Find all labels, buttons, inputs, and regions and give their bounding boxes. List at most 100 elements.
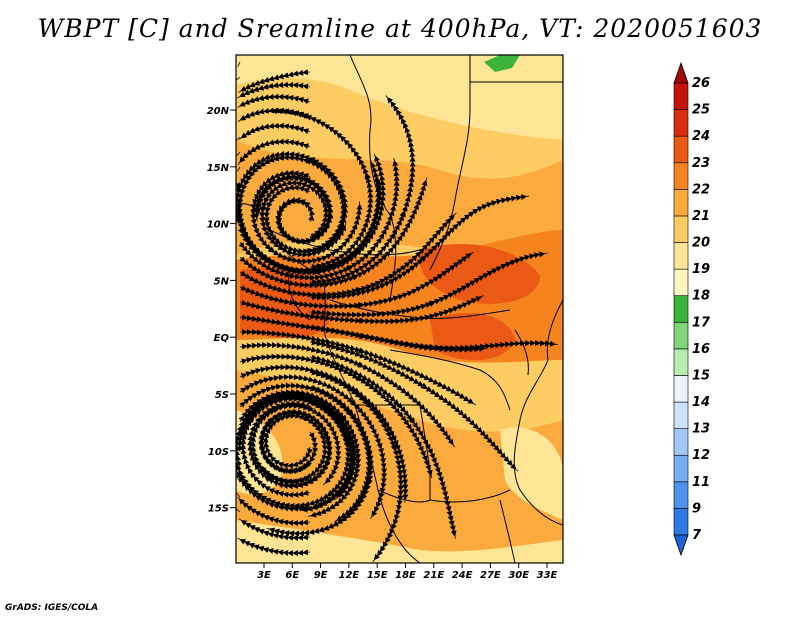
grads-credit: GrADS: IGES/COLA [5,603,99,613]
streamline-arrowhead [313,268,321,275]
streamline-arrowhead [365,172,371,180]
streamline [238,518,311,541]
colorbar: 7 9 11 12 13 14 15 16 17 18 19 20 21 22 23 24 25 26 [673,61,711,557]
streamlines [236,61,559,563]
streamline-arrowhead [328,264,336,270]
streamline-arrowhead [302,414,311,422]
colorbar-label: 11 [692,475,710,490]
streamline-arrowhead [366,478,373,487]
lat-tick-label: 5N [214,276,230,287]
streamline-arrowhead [358,347,366,354]
lat-tick-label: 20N [207,106,230,117]
lat-tick-label: 15N [207,163,230,174]
streamline-arrowhead [359,317,367,324]
colorbar-label: 14 [692,395,710,410]
streamline-arrowhead [338,261,347,268]
streamline-arrowhead [323,221,329,229]
lat-tick-label: 15S [208,504,229,515]
colorbar-swatch [673,189,689,217]
chart-title: WBPT [C] and Sreamline at 400hPa, VT: 20… [37,14,763,43]
streamline-arrowhead [355,374,363,382]
lat-tick-label: 10N [207,220,230,231]
colorbar-swatch [673,268,689,297]
colorbar-swatch [673,508,689,536]
colorbar-label: 23 [692,156,710,171]
streamline-arrowhead [358,332,367,339]
streamline-arrowhead [352,387,361,395]
colorbar-swatch [673,162,689,190]
colorbar-label: 20 [692,236,710,251]
colorbar-label: 26 [692,76,710,91]
colorbar-label: 12 [692,448,710,463]
lon-tick-label: 18E [395,570,416,581]
colorbar-label: 9 [692,501,701,516]
streamline-arrowhead [333,413,341,421]
streamline-arrowhead [351,274,360,281]
streamline-arrowhead [420,382,429,390]
colorbar-label: 25 [692,103,710,118]
streamline-arrowhead [326,489,335,497]
colorbar-label: 22 [692,182,710,197]
streamline-arrowhead [345,409,353,417]
lon-tick-label: 30E [508,570,529,581]
streamline-arrowhead [323,404,331,412]
latitude-axis: 20N 15N 10N 5N EQ 5S 10S 15S [207,106,236,515]
streamline-arrowhead [419,255,427,263]
lon-tick-label: 27E [480,570,501,581]
streamline-arrowhead [306,248,315,255]
streamline-arrowhead [272,407,281,413]
lon-tick-label: 3E [257,570,271,581]
lon-tick-label: 12E [339,570,360,581]
lon-tick-label: 6E [285,570,299,581]
streamline [237,93,311,108]
streamline-arrowhead [349,399,357,407]
colorbar-swatch [673,321,689,350]
lat-tick-label: 5S [215,390,229,401]
colorbar-swatch [673,348,689,376]
colorbar-swatch [673,295,689,323]
colorbar-label: 15 [692,368,710,383]
streamline-arrowhead [327,211,334,219]
streamline-arrowhead [355,287,363,294]
colorbar-swatch [673,401,689,429]
streamline-arrowhead [390,444,397,452]
colorbar-swatch [673,82,689,110]
colorbar-label: 17 [692,315,711,330]
streamline-arrowhead [428,301,437,307]
streamline-arrowhead [306,393,315,400]
colorbar-min-arrow [673,534,689,557]
colorbar-max-arrow [673,61,689,84]
lat-tick-label: EQ [214,333,230,344]
streamline [236,136,241,141]
streamline-arrowhead [340,414,347,423]
map-frame [235,54,564,564]
streamline-arrowhead [267,418,275,425]
wbpt-shading [236,55,563,563]
lon-tick-label: 15E [367,570,388,581]
streamline-arrowhead [346,265,354,272]
colorbar-swatch [673,428,689,456]
streamline [237,537,311,557]
lon-tick-label: 9E [314,570,328,581]
streamline-arrowhead [307,157,316,164]
colorbar-label: 24 [692,129,710,144]
streamline-arrowhead [247,415,255,423]
colorbar-swatch [673,454,689,483]
colorbar-label: 7 [692,528,702,543]
lon-tick-label: 33E [537,570,558,581]
streamline-arrowhead [267,246,276,253]
colorbar-swatch [673,215,689,243]
colorbar-label: 21 [692,209,710,224]
colorbar-swatch [673,481,689,509]
lon-tick-label: 24E [452,570,473,581]
streamline [237,81,311,99]
streamline-arrowhead [264,475,272,483]
streamline-arrowhead [240,226,246,235]
streamline-arrowhead [296,409,305,415]
colorbar-label: 18 [692,289,710,304]
colorbar-label: 19 [692,262,710,277]
colorbar-swatch [673,375,689,403]
streamline-arrowhead [259,206,266,214]
streamline [236,76,241,81]
colorbar-swatch [673,135,689,164]
